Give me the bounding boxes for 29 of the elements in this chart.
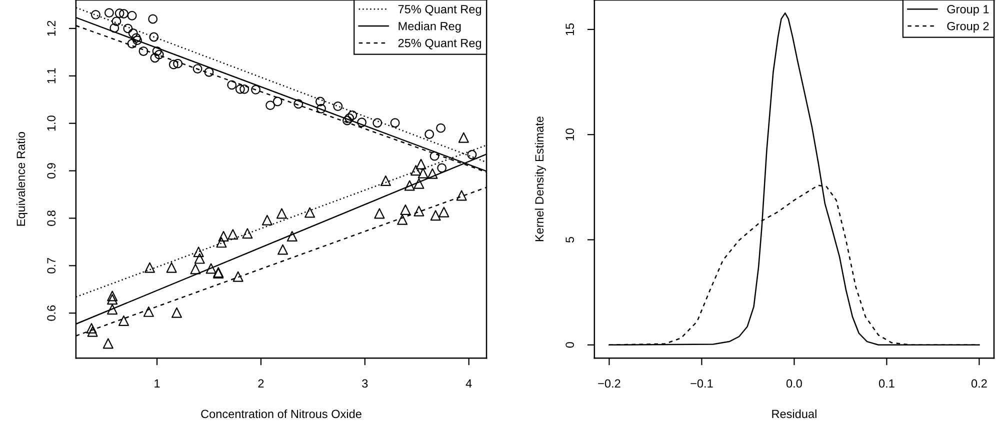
y-tick-label: 10 — [566, 128, 574, 140]
x-tick-label: −0.1 — [690, 379, 713, 388]
x-tick-label: 0.2 — [971, 379, 987, 388]
y-tick-label: 0.7 — [47, 258, 56, 274]
y-tick-label: 0.9 — [47, 163, 56, 179]
x-tick-label: 0.1 — [878, 379, 894, 388]
y-tick-label: 5 — [566, 236, 574, 243]
x-tick-label: 4 — [466, 379, 472, 388]
legend-label: Group 1 — [947, 5, 989, 16]
y-tick-label: 0.6 — [47, 305, 56, 321]
legend-label: Group 2 — [947, 22, 989, 33]
legend-label: 75% Quant Reg — [398, 5, 482, 16]
y-axis-title: Equivalence Ratio — [16, 132, 28, 226]
x-tick-label: 1 — [154, 379, 160, 388]
x-axis-title: Residual — [772, 409, 816, 418]
y-axis-title: Kernel Density Estimate — [534, 116, 546, 242]
y-tick-label: 0 — [566, 342, 574, 348]
x-tick-label: 3 — [362, 379, 368, 388]
legend-label: Median Reg — [398, 22, 461, 33]
y-tick-label: 0.8 — [47, 210, 56, 226]
x-tick-label: −0.2 — [598, 379, 620, 388]
y-tick-label: 1.1 — [47, 68, 56, 84]
legend-label: 25% Quant Reg — [398, 38, 482, 50]
y-tick-label: 1.0 — [47, 116, 56, 131]
x-axis-title: Concentration of Nitrous Oxide — [201, 409, 362, 418]
x-tick-label: 2 — [258, 379, 264, 388]
y-tick-label: 1.2 — [47, 20, 56, 36]
y-tick-label: 15 — [566, 23, 574, 36]
x-tick-label: 0.0 — [786, 379, 802, 388]
